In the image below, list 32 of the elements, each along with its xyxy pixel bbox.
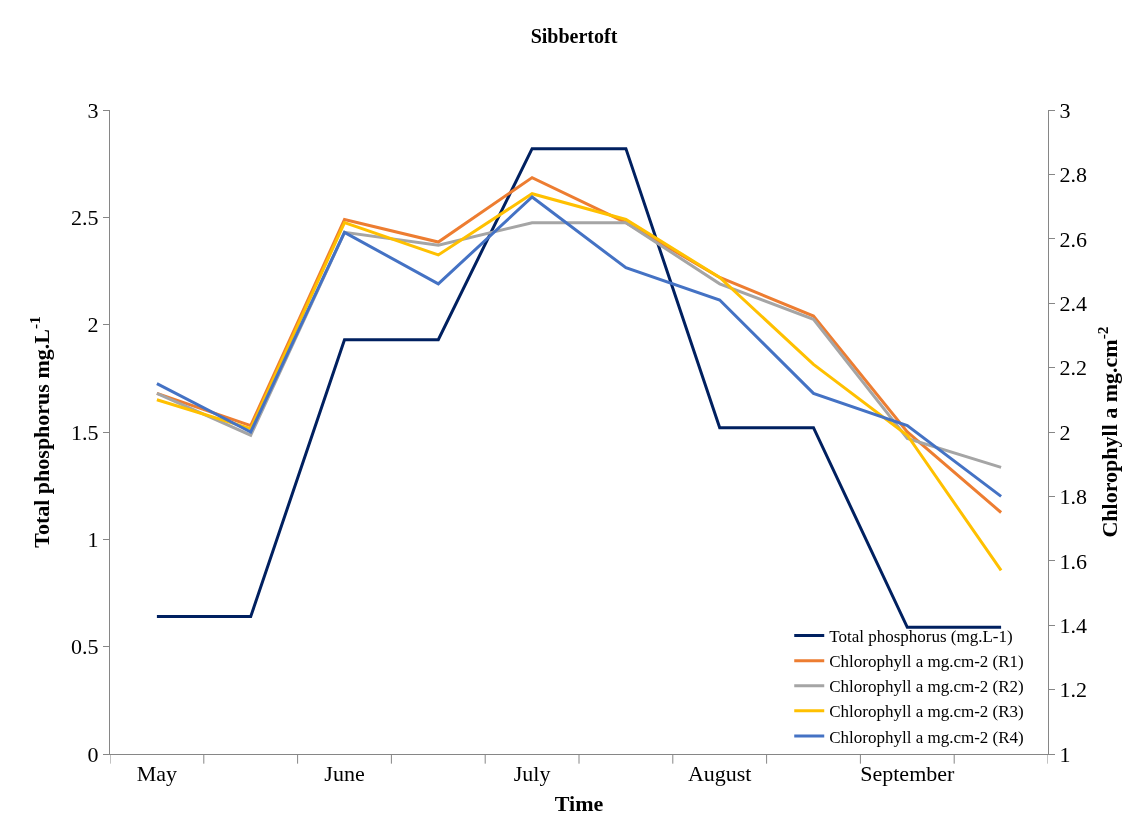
y-tick-label: 1 bbox=[87, 527, 99, 553]
chart-title: Sibbertoft bbox=[530, 25, 618, 48]
y-tick-label: 2.5 bbox=[71, 205, 99, 231]
legend-label: Chlorophyll a mg.cm-2 (R4) bbox=[829, 727, 1024, 747]
y2-tick-label: 3 bbox=[1059, 97, 1071, 123]
x-tick-label: May bbox=[136, 761, 178, 787]
y2-tick-label: 2.4 bbox=[1059, 290, 1087, 316]
y2-tick-label: 2.8 bbox=[1059, 162, 1087, 188]
x-tick-label: July bbox=[513, 761, 551, 787]
y2-tick-label: 2.2 bbox=[1059, 355, 1087, 381]
y-tick-label: 0.5 bbox=[71, 634, 99, 660]
y2-tick-label: 1.8 bbox=[1059, 484, 1087, 510]
y-tick-label: 0 bbox=[87, 741, 99, 767]
x-tick-label: September bbox=[860, 761, 956, 787]
x-tick-label: August bbox=[687, 761, 752, 787]
y-tick-label: 2 bbox=[87, 312, 99, 338]
legend-label: Total phosphorus (mg.L-1) bbox=[829, 627, 1013, 647]
y2-tick-label: 2.6 bbox=[1059, 226, 1087, 252]
y2-tick-label: 2 bbox=[1059, 419, 1071, 445]
y2-tick-label: 1.4 bbox=[1059, 612, 1087, 638]
y2-tick-label: 1 bbox=[1059, 741, 1071, 767]
y2-tick-label: 1.2 bbox=[1059, 677, 1087, 703]
legend-label: Chlorophyll a mg.cm-2 (R3) bbox=[829, 702, 1024, 722]
line-series bbox=[155, 147, 1003, 629]
legend-label: Chlorophyll a mg.cm-2 (R2) bbox=[829, 677, 1024, 697]
y2-tick-label: 1.6 bbox=[1059, 548, 1087, 574]
line-series bbox=[155, 192, 1003, 572]
x-axis-title: Time bbox=[554, 791, 604, 817]
x-tick-label: June bbox=[324, 761, 365, 787]
legend-label: Chlorophyll a mg.cm-2 (R1) bbox=[829, 652, 1024, 672]
y-tick-label: 3 bbox=[87, 97, 99, 123]
y-tick-label: 1.5 bbox=[71, 419, 99, 445]
